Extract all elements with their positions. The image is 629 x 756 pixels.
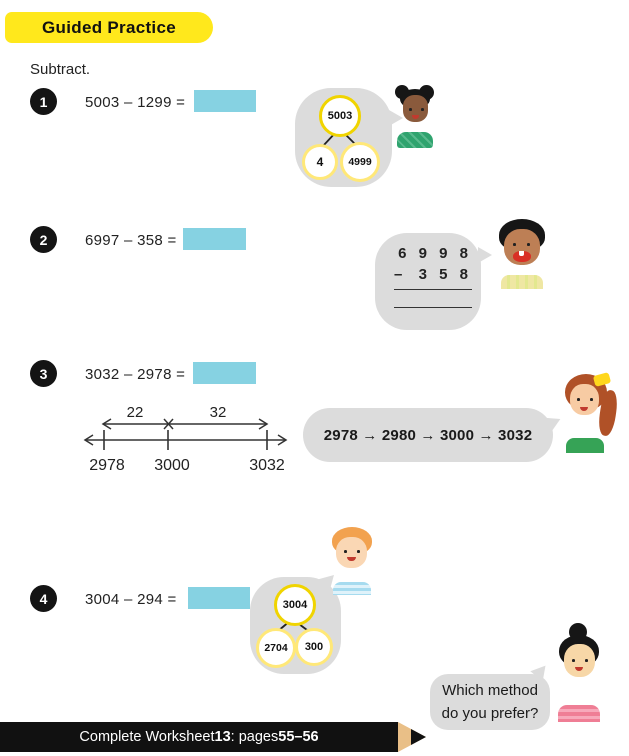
bubble-1-tail [389,110,403,126]
problem-1-answer-box[interactable] [194,90,256,112]
problem-1-number: 1 [39,93,48,110]
tooth [519,251,524,256]
jump-right-label: 32 [210,404,227,421]
subtrahend: 3 5 8 [418,266,472,283]
problem-4-answer-box[interactable] [188,587,250,609]
shirt [397,132,433,148]
minus-sign: – [394,266,403,283]
footer-pages: 55–56 [278,729,319,745]
number-line-diagram: 22 32 2978 3000 3032 [83,404,288,474]
eye-right [527,243,530,246]
point-left-label: 2978 [89,457,125,474]
face [564,644,595,677]
point-mid-label: 3000 [154,457,190,474]
page-title: Guided Practice [42,17,176,37]
point-right-label: 3032 [249,457,285,474]
bond-1-whole-value: 5003 [327,110,353,122]
equals-line [394,289,472,290]
question-bubble: Which method do you prefer? [430,674,550,730]
eye-right [585,659,588,662]
section-banner: Guided Practice [5,12,213,43]
answer-line [394,307,472,308]
problem-2-number: 2 [39,231,48,248]
eye-left [344,550,347,553]
hair-bow [592,372,612,387]
mouth [412,115,419,119]
mouth [347,557,356,561]
shirt [558,705,600,722]
instruction-text: Subtract. [30,61,91,78]
problem-3-equation: 3032 – 2978 = [85,366,186,383]
minuend-row: 6 9 9 8 [394,243,472,264]
student-character-5 [554,623,604,723]
problem-4-number: 4 [39,590,48,607]
problem-3-number: 3 [39,365,48,382]
bond-1-part-left-value: 4 [316,155,324,169]
question-line-1: Which method [442,682,538,699]
bond-1-part-right-value: 4999 [348,156,372,168]
bond-1-part-right-circle: 4999 [340,142,380,182]
bond-2-whole-value: 3004 [282,599,308,611]
column-subtraction-bubble [375,233,481,330]
bond-2-part-right-value: 300 [304,641,324,653]
mouth [580,407,588,411]
jump-left-label: 22 [127,404,144,421]
bond-2-whole-circle: 3004 [274,584,316,626]
footer-worksheet-number: 13 [214,729,231,745]
bond-1-part-left-circle: 4 [302,144,338,180]
student-character-3 [560,372,620,454]
problem-4-badge: 4 [30,585,57,612]
problem-4-equation: 3004 – 294 = [85,591,177,608]
bubble-2-tail [478,247,492,263]
column-subtraction: 6 9 9 8 – 3 5 8 [394,243,472,308]
student-character-4 [330,527,374,595]
bond-2-part-left-circle: 2704 [256,628,296,668]
bond-2-part-left-value: 2704 [264,642,288,654]
eye-left [513,243,516,246]
eye-right [590,398,593,401]
problem-2-badge: 2 [30,226,57,253]
mouth [575,667,583,671]
mouth [513,251,531,262]
student-character-2 [496,219,548,289]
bond-1-whole-circle: 5003 [319,95,361,137]
problem-1-equation: 5003 – 1299 = [85,94,186,111]
bond-2-part-right-circle: 300 [295,628,333,666]
eye-right [421,108,424,111]
counting-on-text: 2978 → 2980 → 3000 → 3032 [323,426,533,444]
problem-2-equation: 6997 – 358 = [85,232,177,249]
counting-on-bubble: 2978 → 2980 → 3000 → 3032 [303,408,553,462]
shirt [333,582,371,595]
pencil-lead-icon [411,729,426,745]
shirt [501,275,543,289]
student-character-1 [394,85,436,148]
eye-left [409,108,412,111]
question-line-2: do you prefer? [441,705,539,722]
minuend: 6 9 9 8 [398,245,472,262]
eye-left [577,398,580,401]
footer-text-prefix: Complete Worksheet [79,729,215,745]
footer-banner: Complete Worksheet 13: pages 55–56 [0,722,398,752]
problem-3-answer-box[interactable] [193,362,256,384]
subtrahend-row: – 3 5 8 [394,264,472,285]
face [336,537,367,568]
eye-left [572,659,575,662]
problem-2-answer-box[interactable] [183,228,246,250]
footer-text-middle: : pages [230,729,279,745]
shirt [566,438,604,453]
problem-3-badge: 3 [30,360,57,387]
eye-right [357,550,360,553]
problem-1-badge: 1 [30,88,57,115]
